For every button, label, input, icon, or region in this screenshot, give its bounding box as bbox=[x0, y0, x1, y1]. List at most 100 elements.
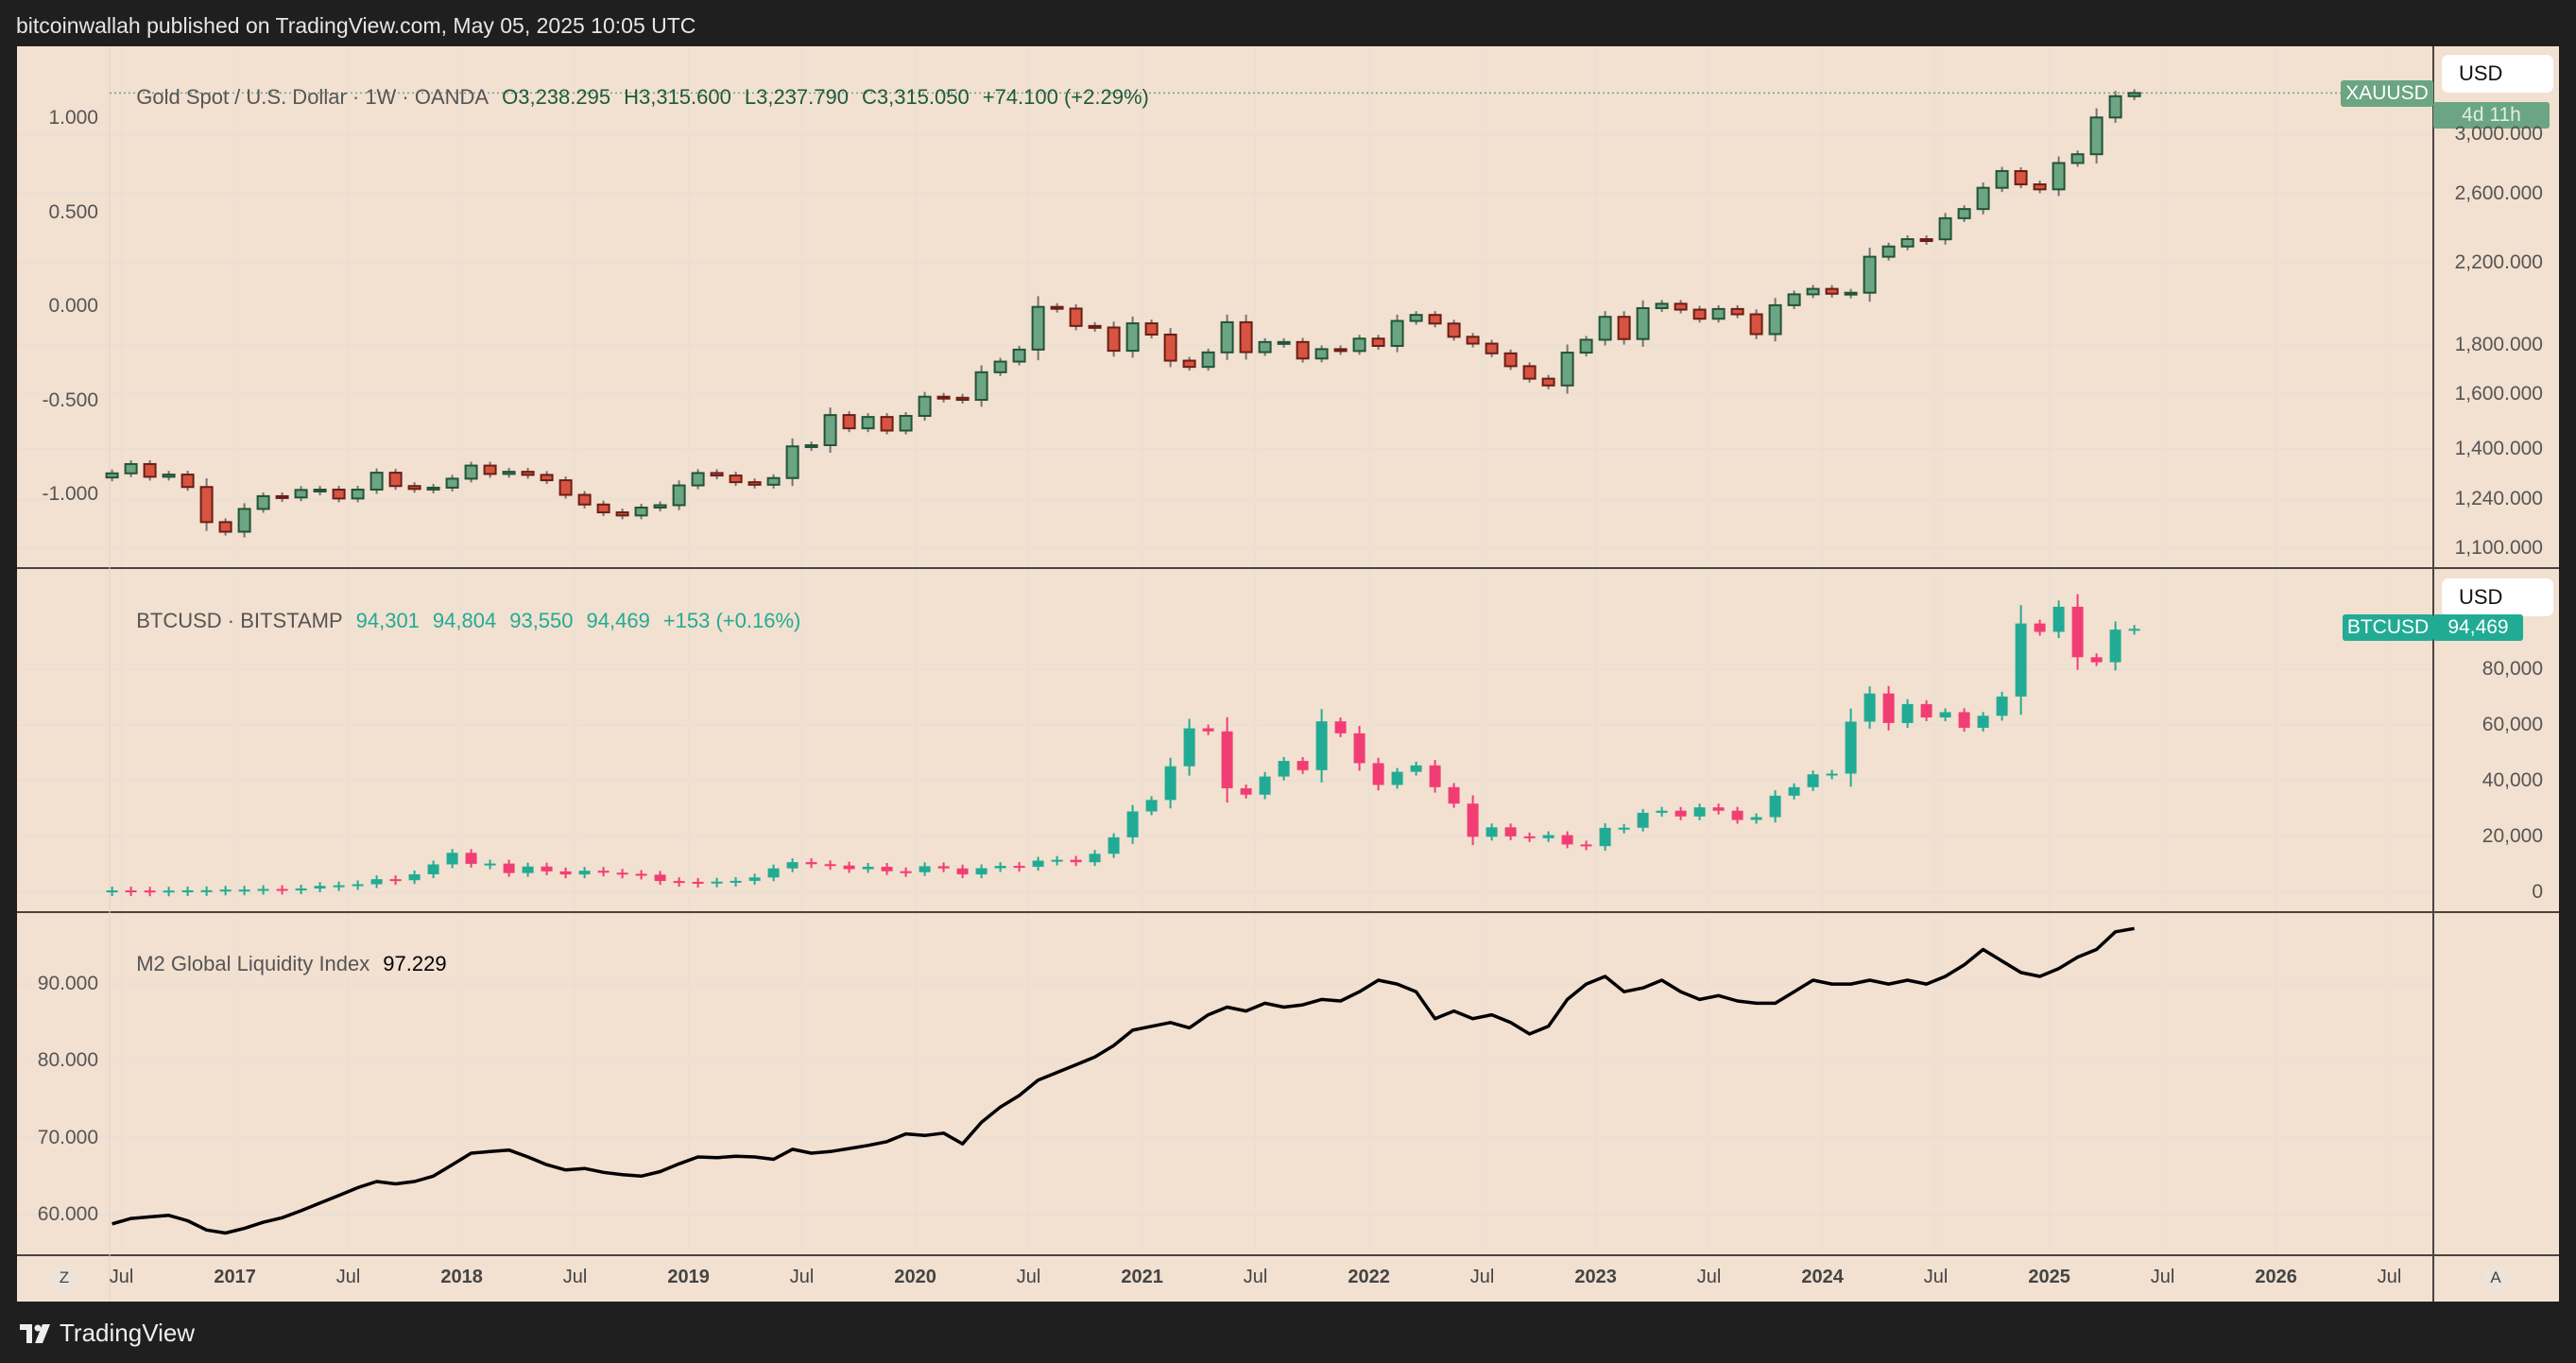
btc-candle bbox=[163, 890, 175, 893]
gold-candle bbox=[1163, 333, 1177, 362]
btc-candle bbox=[1901, 703, 1914, 723]
btc-candle bbox=[1089, 854, 1101, 863]
btc-candle bbox=[1164, 766, 1176, 801]
gold-candle bbox=[1447, 322, 1461, 338]
time-tick-label: Jul bbox=[109, 1267, 134, 1287]
gold-candle bbox=[596, 503, 610, 514]
btc-symbol-tag: BTCUSD bbox=[2343, 614, 2433, 641]
gold-close: C3,315.050 bbox=[861, 85, 970, 109]
btc-candle bbox=[1051, 859, 1063, 862]
gold-candle bbox=[1919, 238, 1933, 243]
gold-candle bbox=[426, 486, 440, 491]
gold-candle bbox=[1088, 324, 1102, 329]
time-tick-label: 2024 bbox=[1801, 1267, 1844, 1287]
gold-candle bbox=[1428, 314, 1442, 325]
chart-frame[interactable] bbox=[17, 46, 2559, 1302]
time-tick-label: Jul bbox=[1469, 1267, 1495, 1287]
zoom-toggle-button[interactable]: Z bbox=[51, 1265, 77, 1291]
gold-candle bbox=[1031, 305, 1045, 351]
btc-candle bbox=[370, 879, 383, 885]
btc-candle bbox=[635, 873, 647, 876]
gold-currency-button[interactable]: USD bbox=[2442, 55, 2553, 93]
time-tick-label: 2025 bbox=[2028, 1267, 2070, 1287]
gold-candle bbox=[2089, 116, 2104, 156]
btc-candle bbox=[1826, 773, 1838, 776]
gold-candle bbox=[1258, 340, 1272, 354]
btc-candle bbox=[654, 874, 666, 882]
time-tick-label: 2026 bbox=[2255, 1267, 2297, 1287]
btc-candle bbox=[541, 866, 553, 871]
gold-candle bbox=[1674, 302, 1688, 311]
gold-candle bbox=[766, 476, 781, 486]
btc-candle bbox=[1542, 835, 1554, 838]
gold-candle bbox=[842, 414, 856, 430]
gold-change: +74.100 (+2.29%) bbox=[982, 85, 1149, 109]
gold-candle bbox=[823, 414, 837, 447]
btc-candle bbox=[843, 865, 855, 870]
btc-currency-button[interactable]: USD bbox=[2442, 578, 2553, 616]
gold-candle bbox=[785, 445, 799, 479]
time-tick-label: 2021 bbox=[1121, 1267, 1163, 1287]
gold-price-tick: 2,600.000 bbox=[2454, 181, 2543, 204]
btc-candle bbox=[1996, 696, 2008, 716]
btc-low: 93,550 bbox=[509, 609, 574, 632]
gold-candle bbox=[1371, 337, 1385, 347]
gold-candle bbox=[1692, 308, 1707, 320]
gold-candle bbox=[1390, 319, 1404, 347]
btc-candle bbox=[673, 881, 685, 884]
gold-candle bbox=[710, 472, 724, 477]
btc-candle bbox=[1448, 786, 1460, 804]
tradingview-logo-icon bbox=[20, 1323, 50, 1343]
btc-candle bbox=[1278, 761, 1290, 777]
btc-candle bbox=[1429, 765, 1441, 787]
btc-candle bbox=[1731, 810, 1743, 820]
btc-candle bbox=[1977, 716, 1989, 728]
btc-candle bbox=[1523, 836, 1536, 838]
time-tick-label: 2023 bbox=[1574, 1267, 1617, 1287]
gold-candle bbox=[672, 484, 686, 507]
gold-candle bbox=[332, 488, 346, 500]
btc-candle bbox=[767, 868, 780, 878]
gold-candle bbox=[558, 479, 573, 496]
m2-tick: 60.000 bbox=[37, 1203, 98, 1225]
gold-candle bbox=[540, 474, 554, 482]
gold-candle bbox=[1144, 322, 1159, 336]
btc-candle bbox=[956, 868, 969, 875]
gold-candle bbox=[577, 493, 592, 506]
gold-candle bbox=[1598, 316, 1612, 341]
gold-candle bbox=[1957, 208, 1971, 219]
auto-scale-button[interactable]: A bbox=[2482, 1265, 2509, 1291]
footer-brand[interactable]: TradingView bbox=[20, 1319, 195, 1348]
btc-price-tick: 0 bbox=[2532, 881, 2543, 903]
gold-candle bbox=[1806, 287, 1820, 296]
left-scale-tick: 1.000 bbox=[48, 107, 98, 129]
btc-candle bbox=[2015, 623, 2027, 697]
gold-candle bbox=[1730, 307, 1744, 316]
gold-candle bbox=[1239, 320, 1253, 354]
btc-candle bbox=[578, 871, 591, 875]
left-scale-tick: 0.500 bbox=[48, 200, 98, 223]
gold-candle bbox=[1579, 338, 1593, 354]
btc-candle bbox=[219, 889, 232, 892]
btc-candle bbox=[692, 881, 704, 884]
gold-candle bbox=[861, 416, 875, 430]
left-scale-tick: 0.000 bbox=[48, 295, 98, 317]
gold-price-tick: 1,400.000 bbox=[2454, 438, 2543, 460]
gold-price-tick: 1,600.000 bbox=[2454, 382, 2543, 405]
gold-candle bbox=[464, 464, 478, 480]
btc-candle bbox=[2071, 606, 2084, 658]
btc-candle bbox=[106, 890, 118, 893]
m2-legend-title: M2 Global Liquidity Index bbox=[136, 952, 370, 975]
btc-candle bbox=[1126, 811, 1139, 837]
gold-candle bbox=[1522, 365, 1537, 380]
btc-candle bbox=[1485, 827, 1498, 837]
gold-candle bbox=[445, 477, 459, 489]
btc-candle bbox=[484, 863, 496, 866]
btc-candle bbox=[1353, 733, 1365, 764]
m2-value: 97.229 bbox=[383, 952, 447, 975]
btc-candle bbox=[1788, 786, 1800, 796]
m2-tick: 90.000 bbox=[37, 973, 98, 995]
btc-candle bbox=[503, 863, 515, 873]
time-tick-label: 2022 bbox=[1348, 1267, 1390, 1287]
